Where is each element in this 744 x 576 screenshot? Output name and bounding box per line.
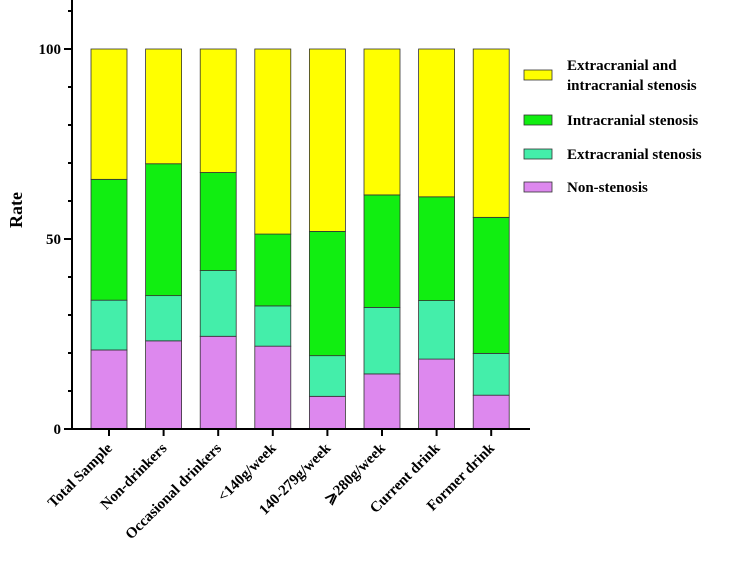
y-tick-label: 100 — [39, 42, 62, 58]
bar-segment-1-4 — [254, 345, 292, 430]
bar-segment-4-8 — [472, 48, 510, 218]
bar-segment-2-7 — [418, 300, 456, 360]
bar-segment-4-4 — [254, 48, 292, 235]
legend: Extracranial and intracranial stenosis Int… — [523, 58, 702, 196]
legend-label: intracranial stenosis — [567, 78, 697, 94]
bar-segment-2-8 — [472, 352, 510, 396]
bar-segment-2-6 — [363, 306, 401, 375]
bar-segment-3-4 — [254, 233, 292, 307]
y-axis-title: Rate — [6, 192, 26, 228]
bar-segment-3-7 — [418, 196, 456, 301]
legend-swatch — [523, 181, 553, 193]
bar-segment-4-3 — [199, 48, 237, 173]
bar-segment-4-5 — [308, 48, 346, 232]
bar-segment-1-6 — [363, 373, 401, 430]
bar-segment-3-6 — [363, 194, 401, 308]
bar-segment-1-8 — [472, 394, 510, 430]
legend-swatch — [523, 114, 553, 126]
axes — [71, 0, 530, 430]
y-ticks: 0 50 100 — [39, 10, 72, 438]
bar-segment-2-3 — [199, 270, 237, 337]
bar-segment-3-3 — [199, 172, 237, 271]
legend-swatch — [523, 148, 553, 160]
bar-segment-4-2 — [145, 48, 183, 165]
bar-group — [90, 48, 510, 430]
legend-label: Non-stenosis — [567, 180, 648, 196]
bar-segment-1-2 — [145, 340, 183, 430]
y-tick-label: 0 — [54, 422, 62, 438]
bar-segment-3-8 — [472, 216, 510, 354]
bar-segment-2-4 — [254, 305, 292, 347]
bar-segment-3-2 — [145, 163, 183, 297]
bar-segment-3-1 — [90, 178, 128, 301]
legend-swatch — [523, 69, 553, 81]
y-tick-label: 50 — [46, 232, 61, 248]
bar-segment-1-7 — [418, 358, 456, 430]
bar-segment-1-3 — [199, 335, 237, 430]
legend-label: Extracranial stenosis — [567, 147, 702, 163]
bar-segment-1-1 — [90, 349, 128, 430]
bar-segment-2-2 — [145, 295, 183, 342]
bar-segment-4-6 — [363, 48, 401, 196]
bar-segment-3-5 — [308, 230, 346, 357]
bar-segment-2-5 — [308, 355, 346, 397]
bar-segment-1-5 — [308, 395, 346, 430]
bar-segment-4-1 — [90, 48, 128, 180]
legend-label: Extracranial and — [567, 58, 677, 74]
legend-label: Intracranial stenosis — [567, 113, 698, 129]
x-category-label: Occasional drinkers — [123, 440, 225, 542]
bar-segment-2-1 — [90, 299, 128, 351]
bar-segment-4-7 — [418, 48, 456, 198]
